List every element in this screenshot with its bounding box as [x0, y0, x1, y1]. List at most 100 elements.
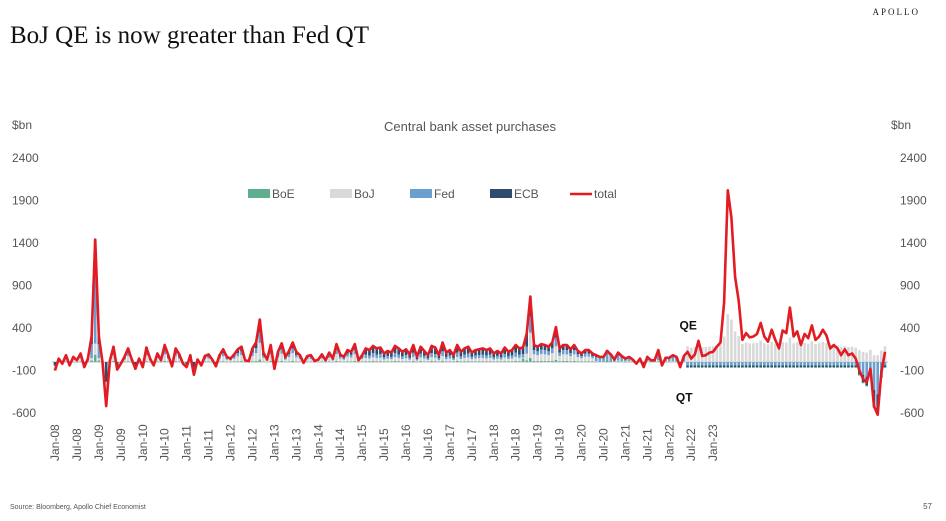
bar-boe — [799, 367, 803, 368]
bar-fed — [741, 362, 744, 366]
bar-ecb — [806, 365, 810, 368]
bar-fed — [591, 356, 594, 359]
bar-fed — [221, 353, 225, 357]
x-tick-label: Jan-11 — [180, 425, 194, 461]
bar-boj — [558, 355, 561, 362]
bar-fed — [708, 362, 711, 366]
bar-boe — [503, 361, 507, 362]
bar-ecb — [514, 345, 518, 353]
bar-fed — [492, 357, 496, 360]
bar-fed — [240, 351, 243, 356]
bar-boj — [269, 354, 273, 361]
bar-fed — [792, 362, 795, 366]
bar-boj — [726, 314, 730, 362]
bar-fed — [474, 355, 477, 359]
bar-fed — [715, 362, 719, 366]
bar-boj — [79, 358, 82, 362]
bar-fed — [598, 357, 602, 361]
bar-ecb — [763, 365, 766, 368]
bar-boe — [145, 361, 148, 362]
bar-ecb — [689, 365, 693, 368]
total-line — [53, 189, 887, 417]
bar-boe — [591, 361, 594, 362]
bar-boe — [839, 367, 843, 368]
bar-fed — [722, 362, 726, 366]
bar-fed — [609, 355, 613, 361]
bar-boe — [412, 360, 415, 362]
bar-boj — [876, 355, 880, 362]
bar-boj — [722, 336, 726, 362]
bar-fed — [883, 362, 887, 366]
y-tick-right: 1900 — [900, 194, 927, 208]
bar-boj — [547, 355, 550, 362]
bar-boj — [525, 353, 528, 361]
bar-boe — [342, 361, 346, 363]
bar-boe — [569, 361, 572, 362]
bar-boj — [218, 358, 221, 362]
bar-boj — [485, 358, 488, 362]
bar-ecb — [408, 354, 411, 358]
bar-boe — [393, 361, 397, 362]
bar-fed — [821, 362, 825, 366]
bar-boe — [474, 361, 477, 362]
bar-fed — [693, 362, 697, 366]
bar-boe — [284, 361, 287, 363]
bar-boj — [752, 343, 755, 362]
bar-fed — [477, 354, 481, 359]
bar-ecb — [382, 353, 386, 358]
bar-fed — [470, 356, 474, 360]
x-tick-label: Jul-21 — [640, 428, 654, 461]
bar-fed — [229, 359, 232, 361]
bar-boe — [496, 361, 499, 362]
bar-boj — [225, 359, 229, 362]
bar-boe — [364, 361, 368, 362]
bar-boj — [437, 359, 441, 362]
x-tick-label: Jul-18 — [509, 428, 523, 461]
bar-fed — [346, 353, 349, 357]
bar-ecb — [474, 350, 477, 356]
bar-boe — [550, 360, 554, 362]
bar-boe — [295, 361, 298, 362]
bar-fed — [163, 350, 167, 355]
total-series-line — [53, 189, 887, 417]
x-tick-label: Jan-15 — [355, 424, 369, 461]
bar-boj — [331, 360, 335, 362]
bar-boj — [71, 359, 75, 362]
bar-ecb — [558, 348, 561, 353]
bar-fed — [488, 354, 492, 358]
bar-boj — [591, 358, 594, 362]
bar-boj — [861, 351, 865, 362]
bar-boe — [525, 360, 528, 362]
x-tick-label: Jan-22 — [662, 424, 676, 461]
bar-fed — [700, 362, 704, 366]
bar-boj — [682, 361, 686, 362]
bar-boe — [510, 361, 514, 362]
bar-ecb — [693, 365, 697, 368]
bar-boj — [730, 319, 733, 362]
bar-fed — [401, 356, 404, 359]
x-tick-label: Jul-10 — [158, 428, 172, 461]
bar-boj — [539, 353, 543, 361]
bar-fed — [280, 348, 284, 354]
bar-boe — [404, 361, 408, 362]
bar-boj — [503, 357, 507, 362]
bar-boj — [872, 355, 876, 362]
bar-boj — [298, 358, 302, 362]
bar-boe — [752, 367, 755, 368]
bar-fed — [342, 358, 346, 360]
bar-boe — [353, 360, 357, 362]
bar-boj — [448, 358, 452, 362]
bar-fed — [770, 362, 773, 366]
x-tick-label: Jan-17 — [443, 424, 457, 461]
bar-boj — [814, 343, 817, 362]
bar-boe — [251, 361, 254, 362]
bar-boj — [386, 358, 390, 362]
bar-fed — [799, 362, 803, 366]
bar-fed — [514, 352, 518, 357]
bar-ecb — [686, 365, 689, 368]
bar-boj — [97, 358, 101, 361]
bar-boj — [711, 346, 715, 362]
bar-boe — [850, 367, 854, 368]
bar-fed — [825, 362, 828, 366]
bar-fed — [704, 362, 708, 366]
